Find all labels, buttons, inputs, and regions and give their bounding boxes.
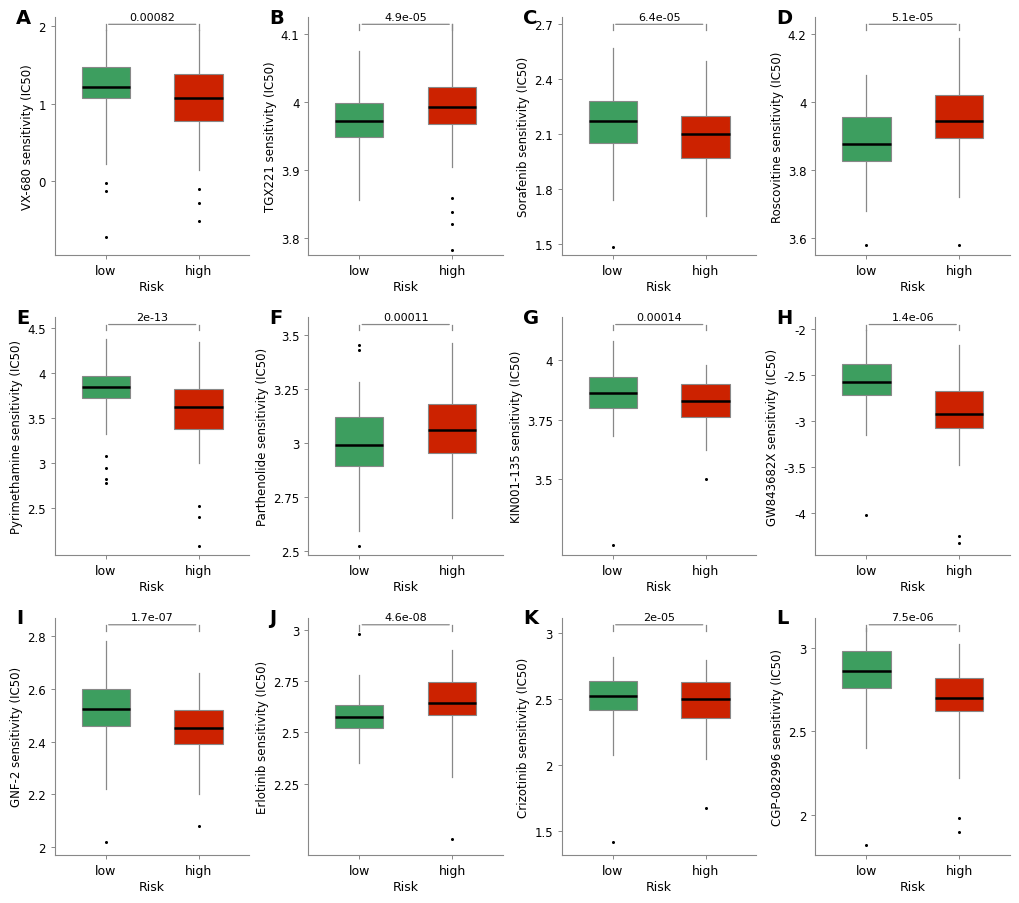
- Bar: [681, 385, 729, 418]
- Bar: [588, 102, 637, 144]
- Y-axis label: VX-680 sensitivity (IC50): VX-680 sensitivity (IC50): [21, 64, 35, 209]
- Text: F: F: [269, 309, 282, 328]
- Bar: [82, 68, 129, 98]
- Bar: [428, 88, 476, 125]
- Bar: [82, 689, 129, 726]
- X-axis label: Risk: Risk: [392, 580, 419, 593]
- Bar: [588, 377, 637, 408]
- X-axis label: Risk: Risk: [392, 880, 419, 893]
- Text: 2e-13: 2e-13: [137, 312, 168, 322]
- Bar: [588, 681, 637, 711]
- Text: C: C: [523, 9, 537, 28]
- X-axis label: Risk: Risk: [139, 880, 165, 893]
- Bar: [681, 683, 729, 718]
- Y-axis label: CGP-082996 sensitivity (IC50): CGP-082996 sensitivity (IC50): [770, 648, 783, 825]
- Text: I: I: [16, 609, 23, 628]
- Bar: [842, 364, 890, 396]
- Bar: [428, 683, 476, 715]
- Y-axis label: GW843682X sensitivity (IC50): GW843682X sensitivity (IC50): [765, 349, 779, 526]
- Bar: [934, 96, 982, 138]
- Y-axis label: GNF-2 sensitivity (IC50): GNF-2 sensitivity (IC50): [10, 666, 23, 806]
- Text: 5.1e-05: 5.1e-05: [891, 13, 933, 23]
- Text: 4.9e-05: 4.9e-05: [384, 13, 427, 23]
- Bar: [842, 118, 890, 163]
- Bar: [934, 392, 982, 429]
- Text: B: B: [269, 9, 284, 28]
- X-axis label: Risk: Risk: [139, 580, 165, 593]
- Text: 2e-05: 2e-05: [643, 613, 675, 623]
- X-axis label: Risk: Risk: [646, 280, 672, 293]
- X-axis label: Risk: Risk: [139, 280, 165, 293]
- Text: 0.00014: 0.00014: [636, 312, 682, 322]
- Text: D: D: [775, 9, 792, 28]
- Text: E: E: [16, 309, 30, 328]
- X-axis label: Risk: Risk: [646, 880, 672, 893]
- Y-axis label: Erlotinib sensitivity (IC50): Erlotinib sensitivity (IC50): [256, 660, 269, 813]
- Text: 7.5e-06: 7.5e-06: [891, 613, 933, 623]
- Y-axis label: Crizotinib sensitivity (IC50): Crizotinib sensitivity (IC50): [517, 656, 530, 816]
- Bar: [335, 417, 383, 467]
- Text: 0.00082: 0.00082: [129, 13, 175, 23]
- Y-axis label: TGX221 sensitivity (IC50): TGX221 sensitivity (IC50): [263, 61, 276, 212]
- Text: H: H: [775, 309, 792, 328]
- Text: K: K: [523, 609, 538, 628]
- Bar: [934, 678, 982, 712]
- Y-axis label: Pyrimethamine sensitivity (IC50): Pyrimethamine sensitivity (IC50): [10, 340, 23, 534]
- Text: 4.6e-08: 4.6e-08: [384, 613, 427, 623]
- Bar: [335, 705, 383, 729]
- X-axis label: Risk: Risk: [899, 280, 925, 293]
- X-axis label: Risk: Risk: [899, 880, 925, 893]
- X-axis label: Risk: Risk: [899, 580, 925, 593]
- Bar: [681, 116, 729, 159]
- Bar: [428, 405, 476, 454]
- Bar: [335, 104, 383, 138]
- Y-axis label: Roscovitine sensitivity (IC50): Roscovitine sensitivity (IC50): [769, 51, 783, 222]
- Text: 6.4e-05: 6.4e-05: [637, 13, 680, 23]
- Y-axis label: Sorafenib sensitivity (IC50): Sorafenib sensitivity (IC50): [517, 57, 530, 217]
- Text: 1.4e-06: 1.4e-06: [891, 312, 933, 322]
- X-axis label: Risk: Risk: [392, 280, 419, 293]
- Text: A: A: [16, 9, 32, 28]
- Text: J: J: [269, 609, 276, 628]
- Text: 1.7e-07: 1.7e-07: [130, 613, 173, 623]
- Bar: [174, 390, 222, 430]
- Bar: [174, 75, 222, 122]
- Bar: [82, 377, 129, 399]
- Y-axis label: Parthenolide sensitivity (IC50): Parthenolide sensitivity (IC50): [256, 348, 269, 526]
- X-axis label: Risk: Risk: [646, 580, 672, 593]
- Text: L: L: [775, 609, 788, 628]
- Text: G: G: [523, 309, 539, 328]
- Y-axis label: KIN001-135 sensitivity (IC50): KIN001-135 sensitivity (IC50): [510, 350, 523, 523]
- Bar: [174, 711, 222, 744]
- Text: 0.00011: 0.00011: [382, 312, 428, 322]
- Bar: [842, 651, 890, 688]
